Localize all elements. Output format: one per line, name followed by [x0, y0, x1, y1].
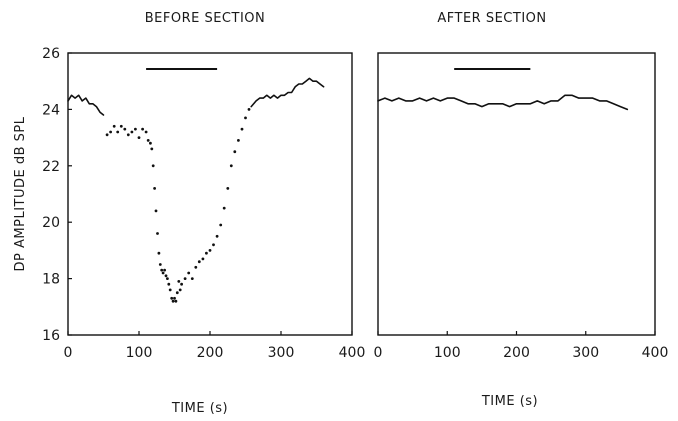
- panel-before-data-point: [163, 268, 167, 272]
- panel-before-data-point: [116, 130, 120, 134]
- panel-before-data-point: [178, 288, 182, 292]
- panel-before-data-point: [105, 133, 109, 137]
- panel-before-y-tick-label: 26: [42, 46, 60, 62]
- panel-before-data-point: [153, 187, 157, 190]
- panel-before-data-point: [158, 263, 162, 266]
- panel-before-trace-segment-3: [250, 77, 325, 108]
- panel-before-data-point: [212, 243, 215, 247]
- panel-before-frame: [67, 52, 353, 336]
- panel-before-data-point: [197, 260, 201, 264]
- panel-before-data-point: [205, 251, 208, 255]
- panel-before-data-point: [146, 139, 150, 142]
- panel-before-data-point: [119, 124, 123, 128]
- panel-before-trace-segment-0: [67, 94, 105, 116]
- panel-before-data-point: [149, 141, 152, 145]
- panel-before-data-point: [194, 265, 198, 269]
- panel-after-x-tick-label: 300: [572, 345, 599, 361]
- panel-before-data-point: [215, 234, 219, 238]
- panel-before-data-point: [240, 127, 244, 131]
- panel-before-data-point: [170, 296, 174, 300]
- panel-before-data-point: [112, 124, 116, 128]
- panel-before-ticks: 0 100 200 300 400 16 18 20 22 24 26: [42, 46, 365, 361]
- panel-before-data-point: [201, 257, 205, 261]
- panel-before-data-point: [151, 164, 155, 168]
- panel-after-title: AFTER SECTION: [437, 11, 546, 26]
- panel-before-data-point: [171, 299, 175, 303]
- panel-before-data-point: [183, 277, 187, 280]
- panel-before-y-tick-label: 24: [42, 102, 60, 118]
- panel-before-data-point: [144, 130, 148, 134]
- panel-before-data-point: [226, 187, 230, 190]
- panel-before-data-point: [154, 209, 158, 213]
- panel-before-data-point: [164, 274, 168, 278]
- panel-before-data-point: [233, 150, 237, 154]
- panel-before-y-tick-label: 20: [42, 215, 60, 231]
- panel-before-data-point: [141, 127, 145, 131]
- panel-before-data-point: [123, 127, 127, 131]
- panel-before-data-point: [166, 277, 169, 280]
- panel-before-data-point: [168, 288, 172, 292]
- panel-after-frame: [377, 52, 656, 336]
- panel-before-x-tick-label: 0: [64, 345, 73, 361]
- panel-before-y-tick-label: 16: [42, 328, 60, 344]
- panel-before-data-point: [137, 136, 141, 140]
- panel-before-y-tick-label: 18: [42, 272, 60, 288]
- panel-before-data-point: [173, 296, 176, 300]
- panel-before-x-tick-label: 100: [126, 345, 153, 361]
- panel-before-data-point: [134, 127, 137, 131]
- panel-before-data-point: [156, 232, 159, 235]
- panel-before-data-point: [222, 206, 226, 210]
- panel-before-data-point: [219, 223, 223, 227]
- panel-before-x-tick-label: 300: [268, 345, 295, 361]
- panel-before-x-tick-label: 200: [197, 345, 224, 361]
- panel-before-data-point: [208, 249, 212, 252]
- panel-after-ticks: 0 100 200 300 400: [374, 331, 669, 361]
- panel-before-x-axis-title: TIME (s): [171, 401, 228, 416]
- panel-before-data-point: [180, 282, 184, 286]
- panel-before-data-point: [157, 251, 161, 255]
- panel-before-data-point: [229, 164, 233, 168]
- panel-before-x-tick-label: 400: [339, 345, 366, 361]
- panel-before-data-point: [174, 299, 178, 303]
- panel-before-data-point: [160, 268, 164, 272]
- y-axis-title: DP AMPLITUDE dB SPL: [13, 116, 28, 271]
- panel-before-data-point: [247, 108, 251, 111]
- panel-before-data-point: [150, 147, 154, 151]
- panel-after-data: [377, 68, 629, 111]
- panel-before-data-point: [167, 282, 171, 286]
- panel-before-data-point: [244, 116, 247, 120]
- panel-after-trace-segment-0: [377, 94, 629, 111]
- panel-before-data-point: [161, 271, 165, 275]
- panel-before-data-point: [237, 139, 240, 142]
- panel-before-data-point: [190, 277, 194, 280]
- panel-after-x-axis-title: TIME (s): [481, 394, 538, 409]
- panel-before-data-point: [126, 133, 130, 137]
- panel-before-data: [67, 68, 325, 303]
- panel-before-data-point: [109, 130, 112, 134]
- panel-before-data-point: [177, 280, 181, 283]
- panel-before-title: BEFORE SECTION: [145, 11, 266, 26]
- panel-before-y-tick-label: 22: [42, 159, 60, 175]
- panel-after-x-tick-label: 400: [642, 345, 669, 361]
- panel-after-x-tick-label: 100: [434, 345, 461, 361]
- panel-after-x-tick-label: 0: [374, 345, 383, 361]
- panel-before-data-point: [130, 130, 134, 134]
- panel-after-x-tick-label: 200: [503, 345, 530, 361]
- panel-before-data-point: [175, 291, 179, 295]
- panel-before-data-point: [187, 271, 191, 275]
